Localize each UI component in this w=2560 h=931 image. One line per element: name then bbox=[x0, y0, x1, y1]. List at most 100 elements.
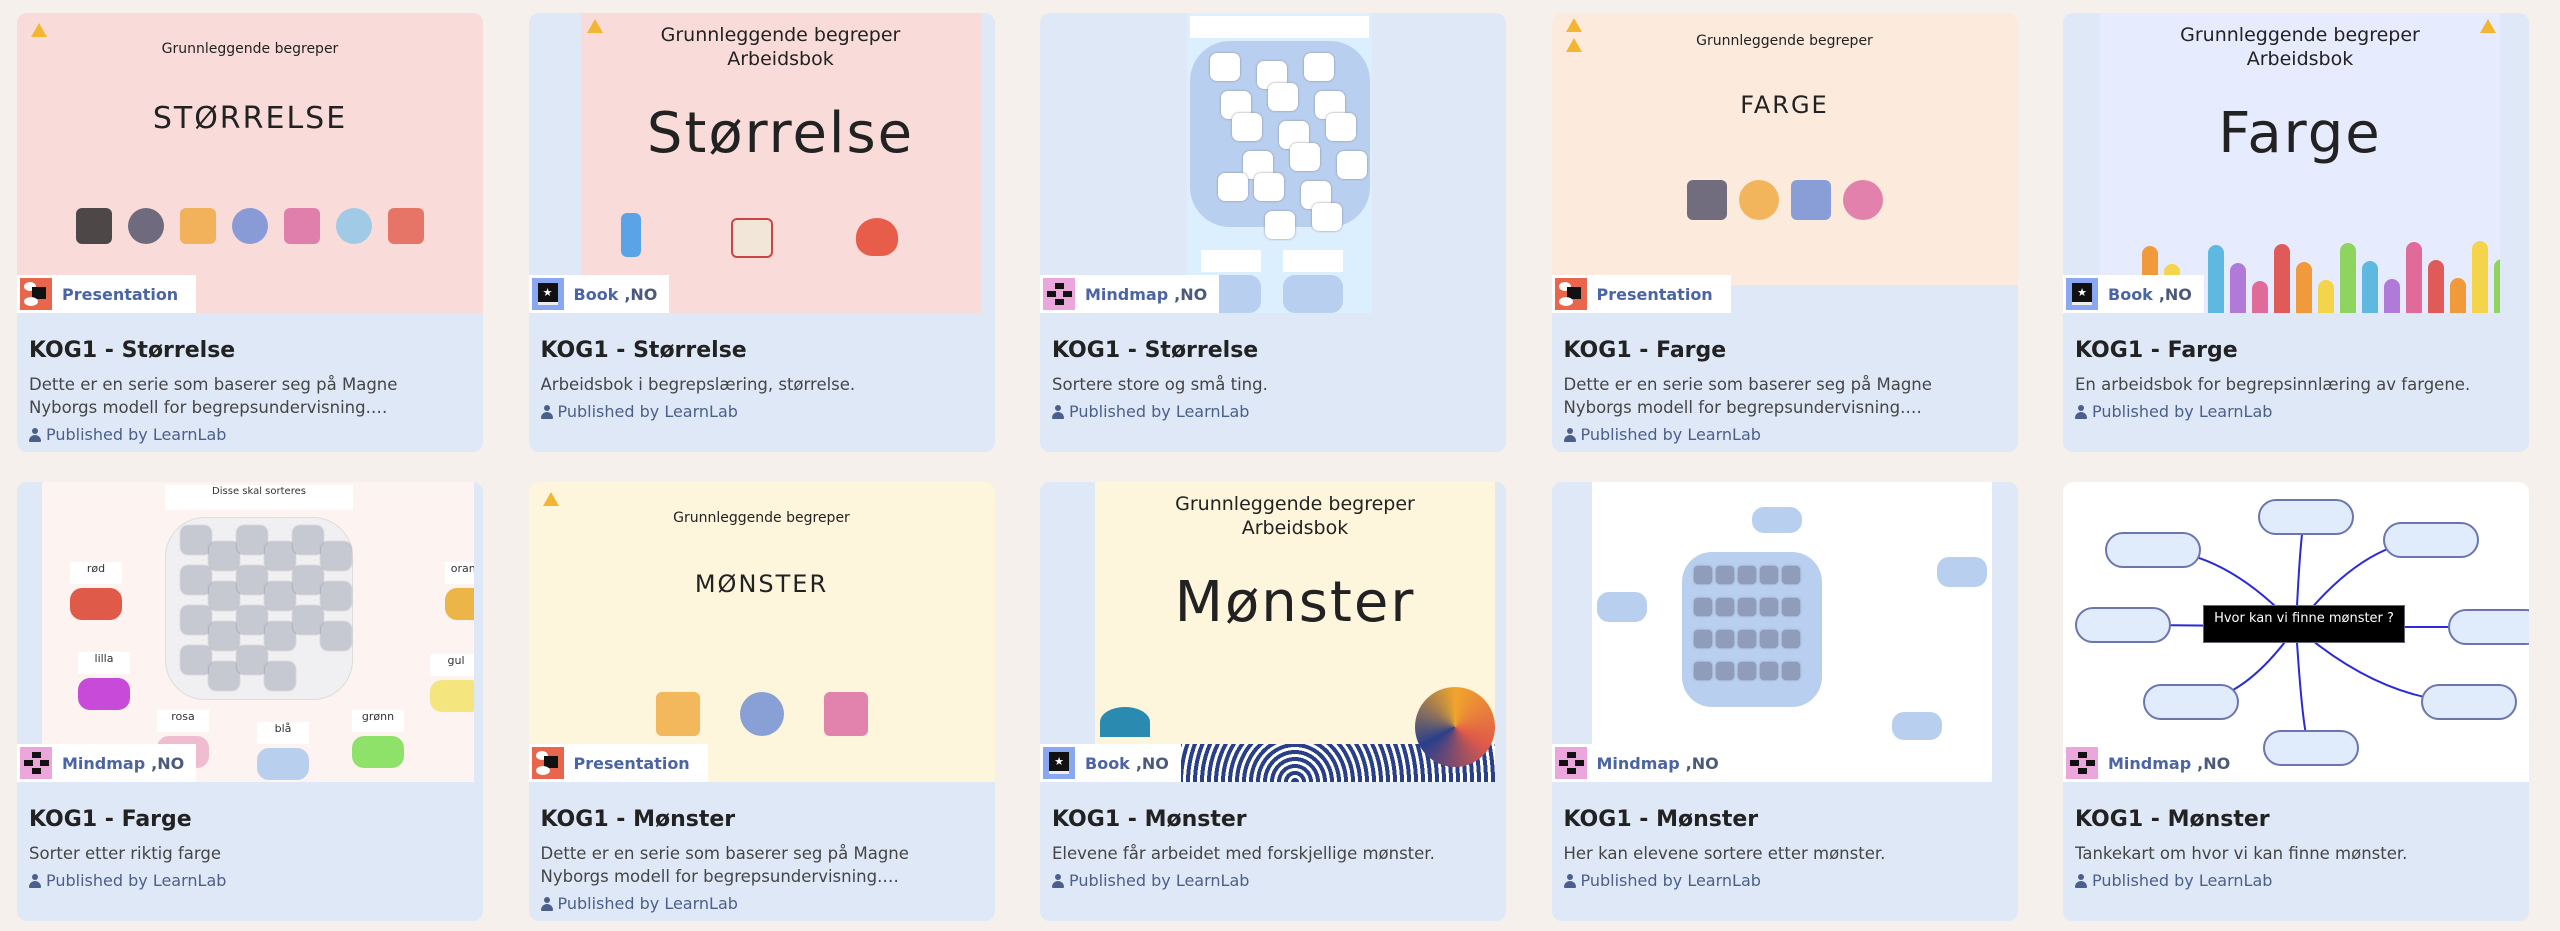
card-thumbnail[interactable]: Grunnleggende begreper Arbeidsbok Farge bbox=[2063, 13, 2529, 313]
illustration-icon bbox=[336, 208, 372, 244]
publisher[interactable]: Published by LearnLab bbox=[540, 402, 738, 421]
publisher[interactable]: Published by LearnLab bbox=[1563, 425, 1761, 444]
publisher-label: Published by LearnLab bbox=[46, 871, 227, 890]
card-title[interactable]: KOG1 - Farge bbox=[29, 807, 192, 832]
card-thumbnail[interactable]: Grunnleggende begreper Arbeidsbok Mønste… bbox=[1040, 482, 1506, 782]
color-label: blå bbox=[257, 722, 309, 744]
sort-item bbox=[1781, 662, 1800, 680]
sort-item bbox=[1304, 53, 1334, 81]
sort-item bbox=[1312, 203, 1342, 231]
thumbnail-image: Grunnleggende begreper Arbeidsbok Mønste… bbox=[1095, 482, 1495, 782]
publisher[interactable]: Published by LearnLab bbox=[29, 871, 226, 890]
resource-card[interactable]: Hvor kan vi finne mønster ? Mindmap ,NO … bbox=[2063, 482, 2529, 921]
card-thumbnail[interactable]: Grunnleggende begreper STØRRELSE bbox=[17, 13, 483, 313]
sort-item bbox=[1693, 630, 1712, 648]
mindmap-node[interactable] bbox=[2263, 730, 2359, 766]
card-thumbnail[interactable]: Hvor kan vi finne mønster ? bbox=[2063, 482, 2529, 782]
illustration-icon bbox=[180, 208, 216, 244]
publisher[interactable]: Published by LearnLab bbox=[2075, 402, 2272, 421]
type-badge: Presentation bbox=[528, 744, 708, 782]
color-drop-zone[interactable] bbox=[445, 588, 474, 620]
card-title[interactable]: KOG1 - Mønster bbox=[1052, 807, 1247, 832]
resource-card[interactable]: Grunnleggende begreper Arbeidsbok Farge … bbox=[2063, 13, 2529, 452]
card-thumbnail[interactable] bbox=[1552, 482, 2018, 782]
illustration-icon bbox=[76, 208, 112, 244]
card-thumbnail[interactable]: Grunnleggende begreper FARGE bbox=[1551, 13, 2018, 313]
card-thumbnail[interactable]: Grunnleggende begreper Arbeidsbok Større… bbox=[529, 13, 995, 313]
publisher[interactable]: Published by LearnLab bbox=[1052, 402, 1249, 421]
mindmap-node[interactable] bbox=[2075, 607, 2171, 643]
publisher[interactable]: Published by LearnLab bbox=[1052, 871, 1249, 890]
mindmap-node[interactable] bbox=[2105, 532, 2201, 568]
book-title: Mønster bbox=[1174, 570, 1416, 635]
person-icon bbox=[1563, 427, 1576, 442]
publisher[interactable]: Published by LearnLab bbox=[2075, 871, 2272, 890]
thumbnail-image bbox=[1187, 13, 1372, 313]
card-thumbnail[interactable] bbox=[1040, 13, 1506, 313]
person-icon bbox=[540, 404, 553, 419]
sort-item bbox=[265, 662, 295, 690]
book-title: Farge bbox=[2218, 101, 2382, 166]
language-label: ,NO bbox=[151, 753, 185, 773]
mindmap-node[interactable] bbox=[2448, 609, 2529, 645]
person-icon bbox=[540, 896, 553, 911]
color-drop-zone[interactable] bbox=[70, 588, 122, 620]
card-title[interactable]: KOG1 - Størrelse bbox=[29, 338, 236, 363]
card-title[interactable]: KOG1 - Mønster bbox=[1563, 807, 1759, 832]
publisher[interactable]: Published by LearnLab bbox=[1563, 871, 1761, 890]
mindmap-node[interactable] bbox=[2143, 684, 2239, 720]
resource-card[interactable]: Disse skal sorteres rød oransje lilla gul ro… bbox=[17, 482, 483, 921]
sort-item bbox=[1715, 630, 1734, 648]
person-icon bbox=[29, 427, 41, 442]
card-title[interactable]: KOG1 - Farge bbox=[1563, 338, 1727, 363]
card-title[interactable]: KOG1 - Størrelse bbox=[540, 338, 747, 363]
warning-icon bbox=[1565, 38, 1582, 52]
sort-item bbox=[209, 622, 239, 650]
card-description: Dette er en serie som baserer seg på Mag… bbox=[29, 375, 398, 417]
thumbnail-image: Hvor kan vi finne mønster ? bbox=[2063, 482, 2529, 782]
card-title[interactable]: KOG1 - Mønster bbox=[2075, 807, 2270, 832]
publisher-label: Published by LearnLab bbox=[557, 894, 738, 913]
card-title[interactable]: KOG1 - Mønster bbox=[540, 807, 736, 832]
type-label: Mindmap bbox=[62, 753, 146, 773]
illustration-icon bbox=[284, 208, 320, 244]
color-drop-zone[interactable] bbox=[430, 680, 474, 712]
resource-card[interactable]: Grunnleggende begreper FARGE Presentatio… bbox=[1551, 13, 2018, 452]
resource-card[interactable]: Grunnleggende begreper Arbeidsbok Større… bbox=[528, 13, 995, 452]
mindmap-icon bbox=[20, 747, 52, 779]
person-icon bbox=[1052, 873, 1064, 888]
card-thumbnail[interactable]: Disse skal sorteres rød oransje lilla gul ro… bbox=[17, 482, 483, 782]
mindmap-node[interactable] bbox=[2258, 499, 2354, 535]
publisher[interactable]: Published by LearnLab bbox=[540, 894, 738, 913]
color-drop-zone[interactable] bbox=[352, 736, 404, 768]
resource-card[interactable]: Grunnleggende begreper STØRRELSE Present… bbox=[17, 13, 483, 452]
bottle-icon bbox=[620, 213, 641, 257]
card-title[interactable]: KOG1 - Farge bbox=[2075, 338, 2238, 363]
slide-subtitle: Grunnleggende begreper bbox=[673, 510, 850, 526]
publisher[interactable]: Published by LearnLab bbox=[29, 425, 226, 444]
color-label: gul bbox=[430, 654, 474, 676]
mindmap-node[interactable] bbox=[2421, 684, 2517, 720]
mindmap-icon bbox=[1554, 747, 1587, 779]
pencil-icon bbox=[2362, 261, 2378, 313]
sort-item bbox=[181, 606, 211, 634]
resource-card[interactable]: Grunnleggende begreper MØNSTER Presentat… bbox=[528, 482, 995, 921]
resource-card[interactable]: Grunnleggende begreper Arbeidsbok Mønste… bbox=[1040, 482, 1506, 921]
mindmap-node[interactable] bbox=[2383, 522, 2479, 558]
resource-card[interactable]: Mindmap ,NO KOG1 - Mønster Her kan eleve… bbox=[1551, 482, 2018, 921]
card-description: Arbeidsbok i begrepslæring, størrelse. bbox=[540, 375, 856, 394]
book-subtitle: Grunnleggende begreper bbox=[2180, 24, 2420, 46]
type-label: Book bbox=[1085, 753, 1130, 773]
mindmap-center-node[interactable]: Hvor kan vi finne mønster ? bbox=[2203, 605, 2405, 643]
color-drop-zone[interactable] bbox=[257, 748, 309, 780]
resource-card[interactable]: Mindmap ,NO KOG1 - Størrelse Sortere sto… bbox=[1040, 13, 1506, 452]
card-title[interactable]: KOG1 - Størrelse bbox=[1052, 338, 1259, 363]
type-badge: Presentation bbox=[17, 275, 197, 313]
sort-item bbox=[1693, 598, 1712, 616]
color-drop-zone[interactable] bbox=[78, 678, 130, 710]
card-thumbnail[interactable]: Grunnleggende begreper MØNSTER bbox=[528, 482, 995, 782]
type-label: Book bbox=[2108, 284, 2153, 304]
illustration-icon bbox=[232, 208, 268, 244]
sort-item bbox=[181, 566, 211, 594]
color-label: lilla bbox=[78, 652, 130, 674]
